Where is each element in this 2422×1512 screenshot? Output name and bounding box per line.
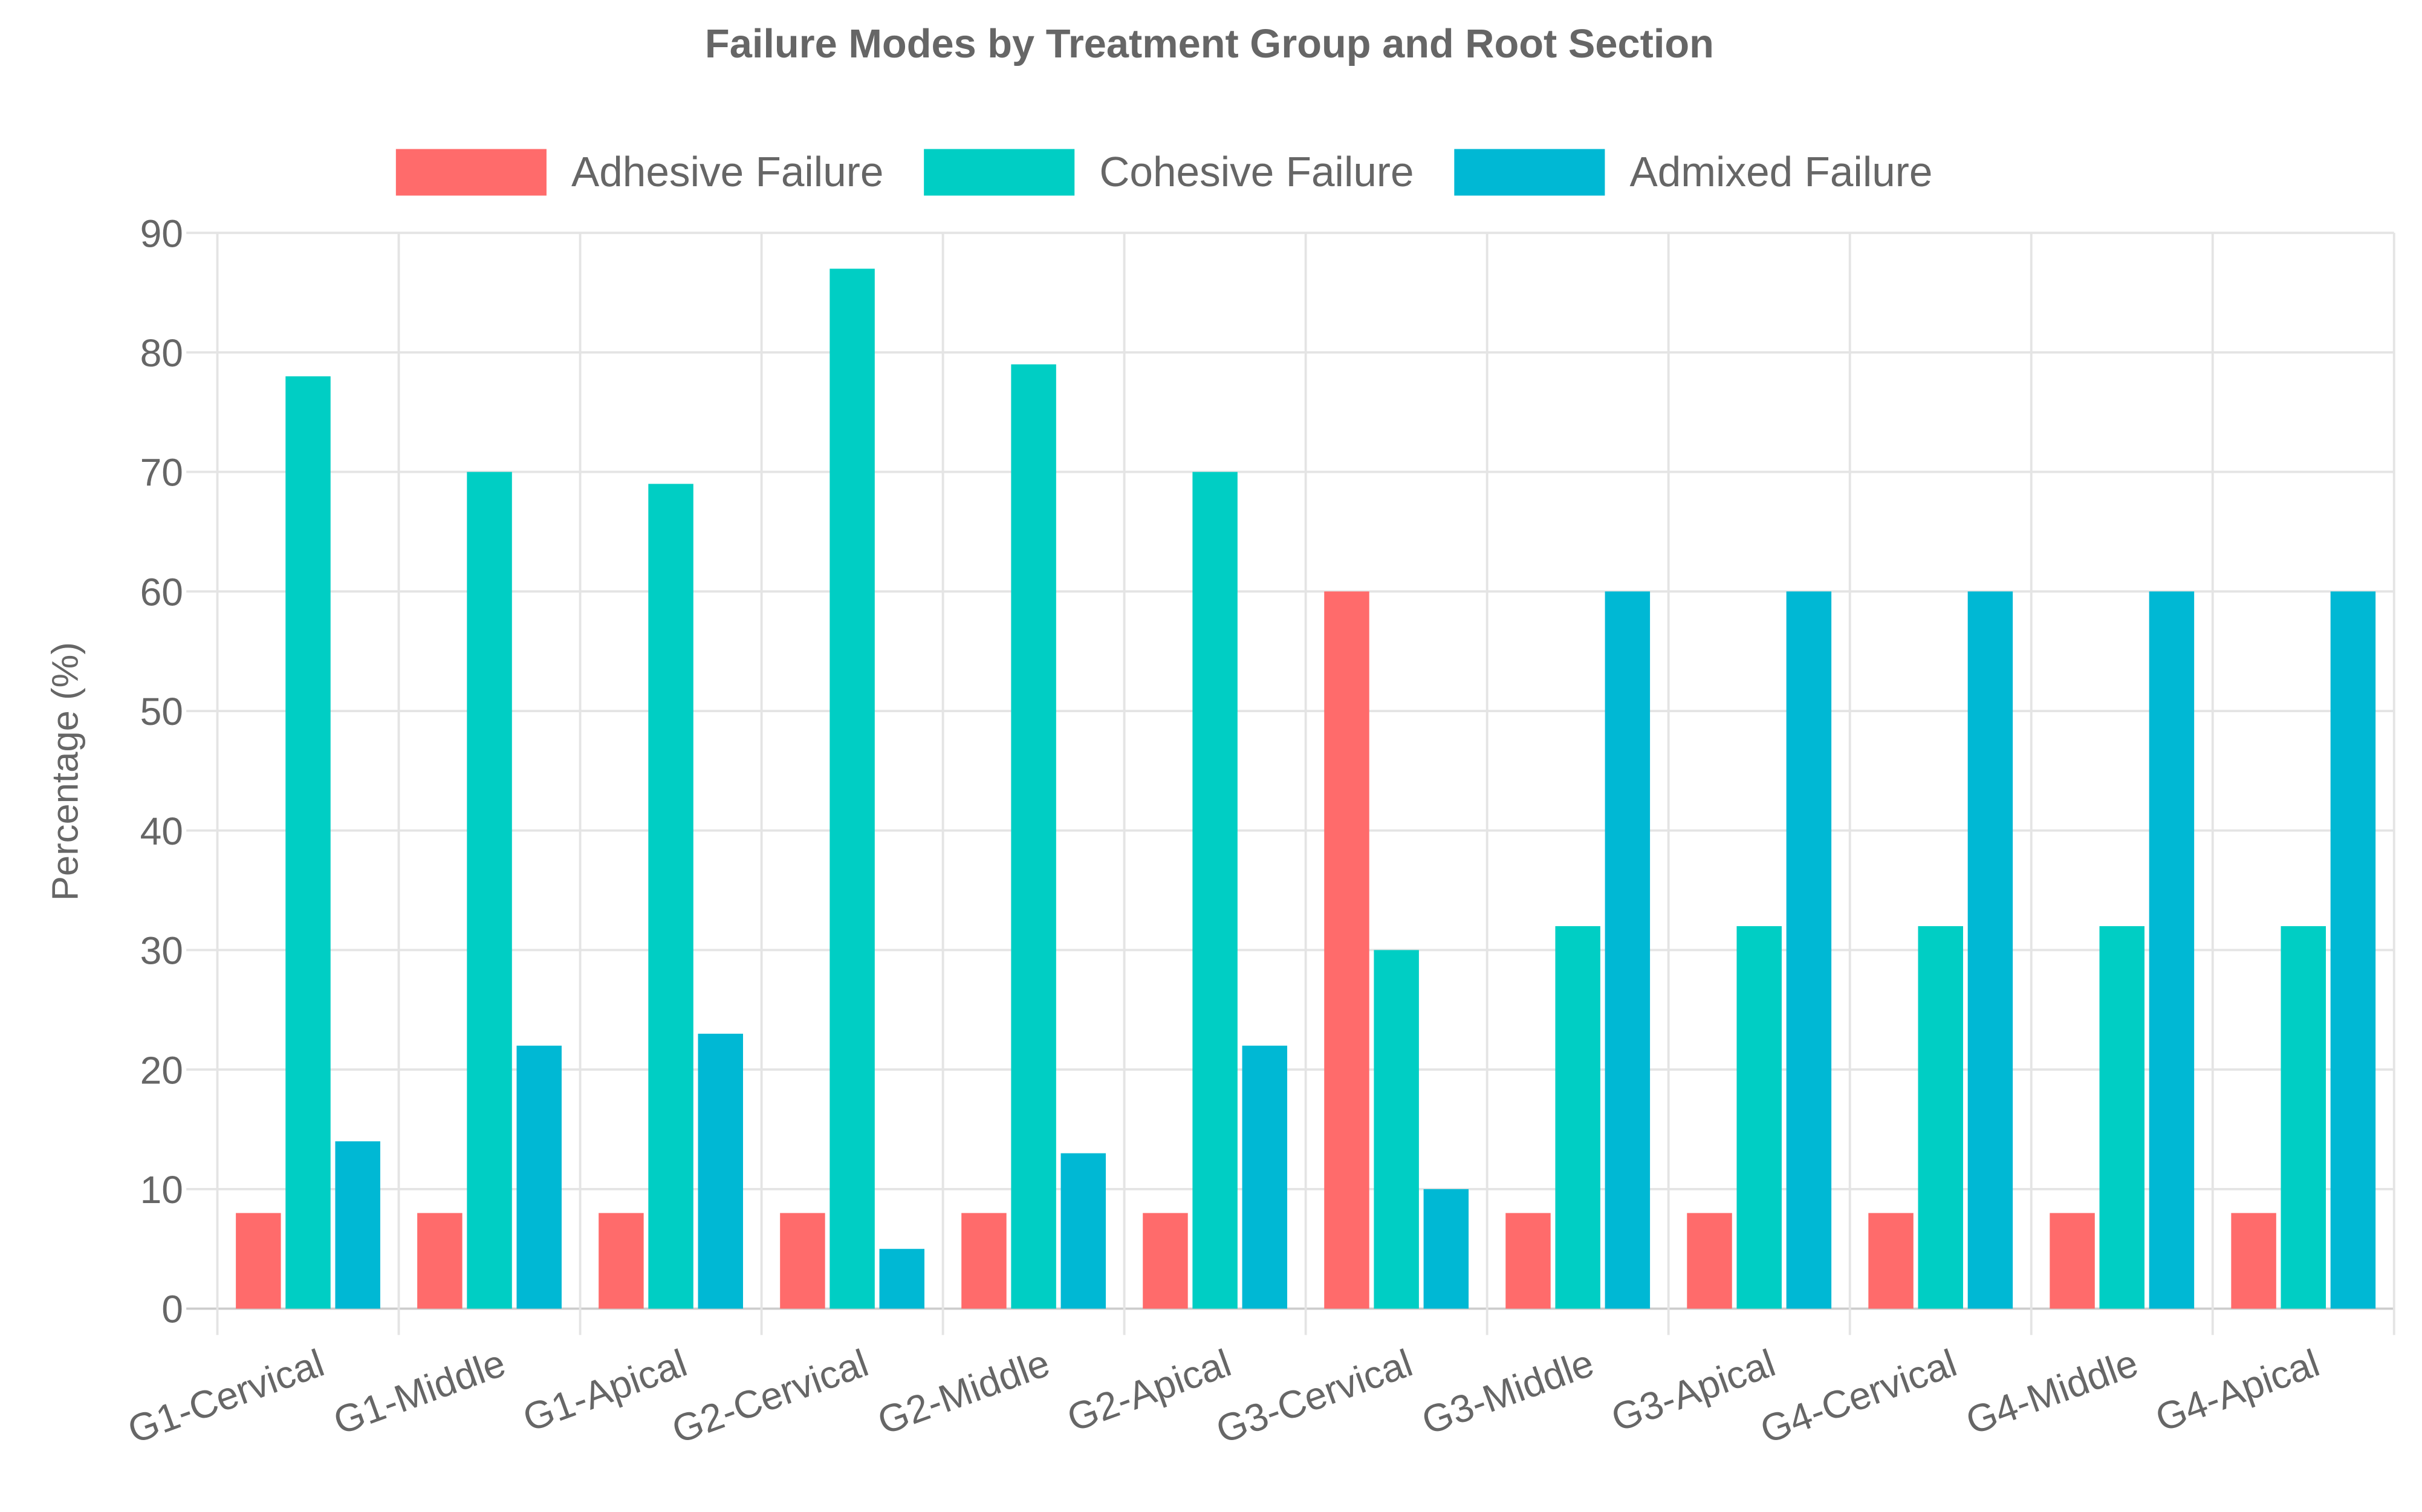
bar-cohesive-failure (1192, 472, 1238, 1309)
bar-adhesive-failure (1143, 1213, 1188, 1309)
bar-admixed-failure (1786, 591, 1832, 1309)
legend-item[interactable]: Adhesive Failure (395, 148, 884, 196)
y-tick-label: 80 (140, 331, 183, 375)
bar-admixed-failure (1242, 1045, 1288, 1309)
x-tick-label: G1-Middle (328, 1341, 511, 1443)
y-tick-label: 50 (140, 690, 183, 733)
bar-admixed-failure (1967, 591, 2013, 1309)
x-tick-label: G2-Cervical (666, 1341, 874, 1452)
bar-cohesive-failure (1555, 926, 1600, 1309)
bar-adhesive-failure (1687, 1213, 1732, 1309)
y-tick-label: 90 (140, 212, 183, 255)
legend-label: Cohesive Failure (1099, 148, 1414, 195)
x-tick-label: G2-Middle (872, 1341, 1055, 1443)
y-tick-label: 0 (161, 1288, 183, 1331)
y-tick-label: 10 (140, 1168, 183, 1212)
y-axis-ticks: 0 10 20 30 40 50 60 70 80 90 (140, 212, 183, 1331)
bar-cohesive-failure (2281, 926, 2326, 1309)
bar-cohesive-failure (1011, 364, 1056, 1309)
bar-cohesive-failure (830, 268, 875, 1309)
bar-cohesive-failure (1374, 950, 1419, 1309)
y-tick-label: 60 (140, 570, 183, 614)
legend-label: Admixed Failure (1630, 148, 1933, 195)
legend-swatch (1454, 149, 1605, 196)
x-tick-label: G3-Cervical (1210, 1341, 1418, 1452)
legend-label: Adhesive Failure (571, 148, 883, 195)
x-tick-label: G2-Apical (1062, 1341, 1236, 1440)
x-tick-label: G1-Cervical (122, 1341, 330, 1452)
bar-adhesive-failure (1505, 1213, 1551, 1309)
x-tick-label: G4-Apical (2150, 1341, 2325, 1440)
legend-item[interactable]: Cohesive Failure (924, 148, 1414, 196)
y-tick-label: 20 (140, 1048, 183, 1092)
x-tick-label: G1-Apical (518, 1341, 692, 1440)
bar-admixed-failure (335, 1141, 380, 1309)
legend: Adhesive Failure Cohesive Failure Admixed … (395, 148, 1933, 196)
bar-adhesive-failure (961, 1213, 1007, 1309)
bar-cohesive-failure (648, 484, 693, 1309)
bar-adhesive-failure (780, 1213, 825, 1309)
bar-cohesive-failure (1918, 926, 1963, 1309)
bar-cohesive-failure (2099, 926, 2144, 1309)
bar-cohesive-failure (285, 376, 331, 1309)
y-axis-label: Percentage (%) (44, 642, 86, 901)
bar-cohesive-failure (467, 472, 512, 1309)
x-tick-label: G4-Cervical (1755, 1341, 1962, 1452)
bar-adhesive-failure (1868, 1213, 1914, 1309)
y-tick-label: 70 (140, 451, 183, 495)
bar-admixed-failure (1060, 1153, 1106, 1309)
x-tick-label: G3-Middle (1416, 1341, 1599, 1443)
bar-admixed-failure (1423, 1189, 1469, 1309)
x-tick-label: G3-Apical (1606, 1341, 1781, 1440)
bar-adhesive-failure (2231, 1213, 2276, 1309)
bar-cohesive-failure (1736, 926, 1782, 1309)
bar-admixed-failure (879, 1248, 924, 1309)
chart-title: Failure Modes by Treatment Group and Roo… (705, 22, 1714, 67)
bar-adhesive-failure (1324, 591, 1369, 1309)
bar-admixed-failure (2330, 591, 2376, 1309)
bar-admixed-failure (1605, 591, 1651, 1309)
x-tick-label: G4-Middle (1960, 1341, 2143, 1443)
bar-admixed-failure (698, 1033, 743, 1309)
bar-admixed-failure (516, 1045, 562, 1309)
bar-adhesive-failure (236, 1213, 281, 1309)
bars (236, 268, 2376, 1309)
bar-admixed-failure (2149, 591, 2195, 1309)
y-tick-label: 30 (140, 929, 183, 973)
bar-adhesive-failure (599, 1213, 644, 1309)
grid (186, 232, 2395, 1335)
legend-item[interactable]: Admixed Failure (1454, 148, 1933, 196)
bar-adhesive-failure (417, 1213, 463, 1309)
legend-swatch (395, 149, 547, 196)
y-tick-label: 40 (140, 810, 183, 853)
bar-adhesive-failure (2050, 1213, 2095, 1309)
legend-swatch (924, 149, 1075, 196)
